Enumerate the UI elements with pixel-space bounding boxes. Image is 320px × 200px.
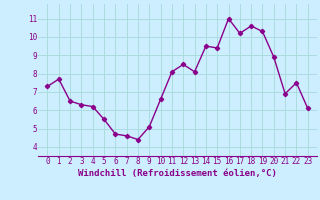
X-axis label: Windchill (Refroidissement éolien,°C): Windchill (Refroidissement éolien,°C) [78,169,277,178]
